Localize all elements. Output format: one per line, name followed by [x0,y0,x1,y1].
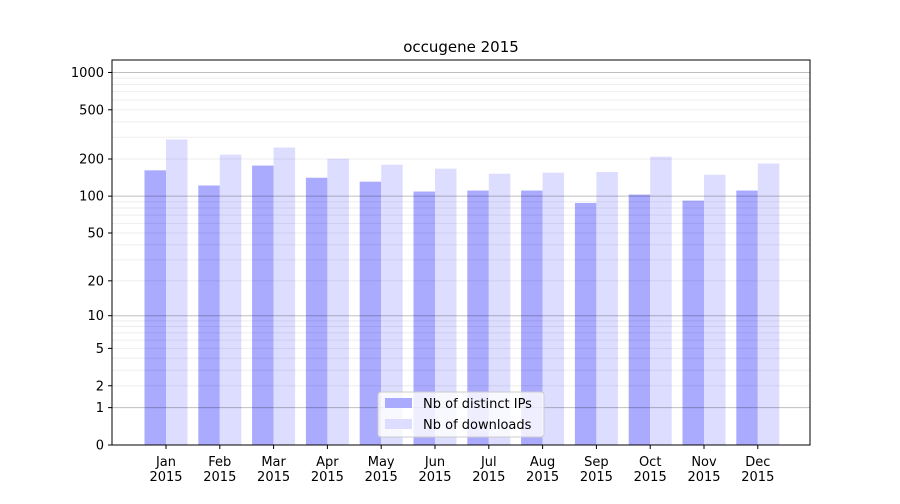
y-tick-label: 5 [96,342,104,357]
x-tick-label: Sep [584,455,609,470]
x-tick-label: May [368,455,395,470]
x-tick-label: Mar [261,455,286,470]
bar-distinct-ips [736,190,758,445]
bar-downloads [488,173,511,446]
legend-box [377,391,545,438]
bar-distinct-ips [413,191,435,445]
bar-downloads [166,139,188,445]
bar-downloads [757,163,780,445]
x-tick-label: Oct [639,455,661,470]
y-tick-label: 1000 [71,66,104,81]
bar-distinct-ips [359,181,382,445]
bar-downloads [542,172,565,445]
bar-distinct-ips [628,194,651,445]
plot-frame [111,59,811,446]
x-tick-label: 2015 [311,470,344,485]
y-tick-label: 200 [79,153,104,168]
bar-downloads [650,156,672,445]
y-tick-label: 0 [96,439,104,454]
x-tick-label: Jan [155,455,176,470]
x-tick-label: Feb [208,455,231,470]
legend-swatch [385,419,412,429]
bar-downloads [596,172,618,445]
x-tick-label: 2015 [365,470,398,485]
x-tick-label: Dec [745,455,770,470]
legend-swatch [385,398,412,408]
legend-label: Nb of downloads [423,418,532,433]
legend: Nb of distinct IPs Nb of downloads [377,391,545,438]
y-tick-label: 2 [96,379,104,394]
bar-distinct-ips [305,177,328,445]
bar-distinct-ips [521,190,543,445]
bar-distinct-ips [467,190,489,445]
bar-downloads [273,147,296,445]
x-tick-label: 2015 [472,470,505,485]
x-tick-label: 2015 [741,470,774,485]
y-tick-label: 10 [87,309,104,324]
x-tick-label: 2015 [526,470,559,485]
x-tick-label: Aug [530,455,555,470]
bar-downloads [219,154,242,446]
y-tick-label: 20 [87,274,104,289]
x-tick-label: Nov [691,455,717,470]
bar-distinct-ips [144,170,166,446]
x-tick-label: 2015 [257,470,290,485]
bar-distinct-ips [682,200,704,445]
bar-downloads [381,164,403,446]
bar-distinct-ips [198,185,220,445]
x-tick-label: 2015 [634,470,667,485]
x-tick-label: 2015 [418,470,451,485]
x-tick-label: 2015 [580,470,613,485]
x-tick-label: 2015 [203,470,236,485]
bar-downloads [435,168,457,445]
y-tick-label: 100 [79,190,104,205]
y-tick-label: 500 [79,103,104,118]
bar-downloads [327,158,349,445]
x-tick-label: Jul [480,455,497,470]
y-tick-label: 50 [87,226,104,241]
chart-title: occugene 2015 [403,38,519,56]
x-tick-label: Jun [424,455,445,470]
bar-distinct-ips [252,165,274,445]
x-tick-label: 2015 [149,470,182,485]
bar-downloads [704,174,726,445]
x-tick-label: 2015 [687,470,720,485]
legend-label: Nb of distinct IPs [423,397,532,412]
y-tick-label: 1 [96,401,104,416]
x-tick-label: Apr [316,455,339,470]
bar-distinct-ips [574,202,597,445]
